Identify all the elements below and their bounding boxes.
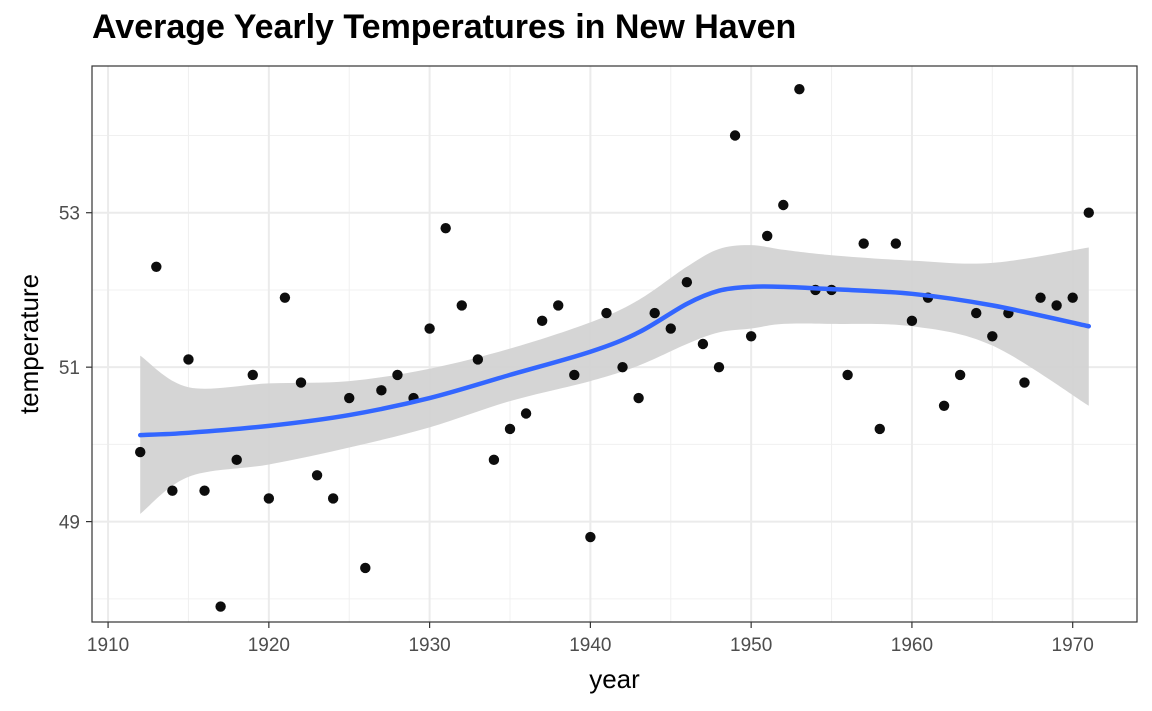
data-point <box>376 385 387 396</box>
data-point <box>327 493 339 504</box>
data-point <box>424 323 435 334</box>
data-point <box>167 485 178 496</box>
data-point <box>987 331 998 342</box>
x-tick-label: 1950 <box>730 635 772 656</box>
data-point <box>247 369 258 381</box>
data-point <box>472 354 484 365</box>
data-point <box>440 222 451 234</box>
data-point <box>585 531 596 543</box>
data-point <box>906 315 918 327</box>
data-point <box>183 354 194 365</box>
data-point <box>520 408 532 419</box>
data-point <box>553 300 564 311</box>
data-point <box>135 446 146 458</box>
data-point <box>311 470 323 481</box>
x-tick-label: 1970 <box>1052 635 1094 656</box>
x-axis: 1910 1920 1930 1940 1950 1960 1970 <box>87 622 1094 656</box>
data-point <box>569 369 580 381</box>
data-point <box>874 423 885 435</box>
data-point <box>794 83 805 95</box>
data-point <box>1067 292 1078 303</box>
x-tick-label: 1920 <box>248 635 290 656</box>
data-point <box>279 292 291 303</box>
data-point <box>360 562 371 574</box>
data-point <box>890 238 902 249</box>
data-point <box>713 361 725 373</box>
data-point <box>762 230 773 242</box>
data-point <box>601 307 612 319</box>
data-point <box>1035 292 1046 303</box>
data-point <box>778 199 789 211</box>
smooth-trend-line <box>137 284 1092 438</box>
y-tick-label: 49 <box>59 513 80 534</box>
data-point <box>1019 377 1030 388</box>
y-tick-label: 53 <box>59 204 80 225</box>
data-point <box>392 369 403 381</box>
data-point <box>199 485 210 496</box>
data-point <box>954 369 966 381</box>
x-tick-label: 1930 <box>408 635 450 656</box>
y-axis: 49 51 53 <box>59 204 92 534</box>
chart-title: Average Yearly Temperatures in New Haven <box>92 8 797 46</box>
data-point <box>231 454 242 466</box>
data-point <box>617 361 628 373</box>
data-point <box>295 377 307 388</box>
data-point <box>504 423 516 435</box>
data-point <box>633 392 644 404</box>
data-point <box>858 238 869 249</box>
data-point <box>697 338 709 350</box>
data-point <box>1083 207 1094 218</box>
data-point <box>938 400 950 411</box>
x-tick-label: 1940 <box>569 635 611 656</box>
data-point <box>215 601 226 612</box>
data-point <box>1051 300 1062 311</box>
data-point <box>971 307 982 319</box>
x-axis-title: year <box>589 664 640 694</box>
data-point <box>842 369 853 381</box>
data-point <box>649 307 660 319</box>
data-points <box>135 83 1094 612</box>
data-point <box>745 331 757 342</box>
x-tick-label: 1910 <box>87 635 129 656</box>
data-point <box>536 315 548 327</box>
data-point <box>456 300 467 311</box>
data-point <box>263 493 275 504</box>
y-axis-title: temperature <box>14 274 44 414</box>
data-point <box>665 323 676 334</box>
confidence-band <box>140 245 1089 514</box>
x-tick-label: 1960 <box>891 635 933 656</box>
y-tick-label: 51 <box>59 358 80 379</box>
plot-border <box>91 65 1138 623</box>
data-point <box>729 130 741 141</box>
data-point <box>488 454 500 466</box>
data-point <box>151 261 162 272</box>
data-point <box>344 392 355 404</box>
data-point <box>681 277 693 288</box>
